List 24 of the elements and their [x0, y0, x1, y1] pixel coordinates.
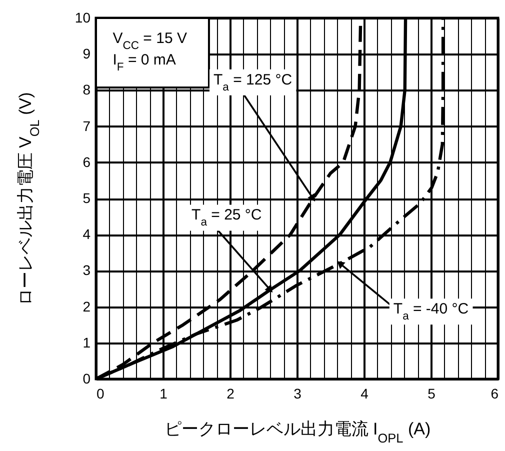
y-tick-label: 4	[82, 226, 91, 242]
y-tick-label: 6	[82, 154, 91, 170]
y-tick-label: 2	[82, 298, 91, 314]
x-tick-label: 1	[160, 386, 168, 402]
x-axis-title: ピークローレベル出力電流 I$_{OPL}$ (A)	[164, 420, 431, 445]
annotation: I$_{F}$ = 0 mA	[112, 52, 176, 74]
annotation: T$_{a}$ = -40 °C	[393, 300, 469, 323]
y-tick-label: 0	[82, 370, 91, 386]
annotation: V$_{CC}$ = 15 V	[112, 30, 187, 52]
annotation: T$_{a}$ = 125 °C	[214, 71, 292, 94]
annotation: T$_{a}$ = 25 °C	[192, 206, 262, 229]
x-tick-label: 4	[360, 386, 369, 402]
y-tick-label: 9	[82, 46, 91, 62]
x-tick-label: 2	[226, 386, 235, 402]
y-tick-label: 8	[82, 82, 91, 98]
x-tick-label: 6	[490, 386, 499, 402]
y-tick-label: 3	[82, 262, 91, 278]
y-tick-label: 5	[82, 190, 91, 206]
x-tick-label: 0	[96, 386, 104, 402]
y-tick-label: 1	[82, 334, 91, 350]
x-tick-label: 5	[428, 386, 436, 402]
y-tick-label: 7	[82, 118, 91, 134]
x-tick-label: 3	[294, 386, 302, 402]
y-tick-label: 10	[74, 10, 91, 26]
